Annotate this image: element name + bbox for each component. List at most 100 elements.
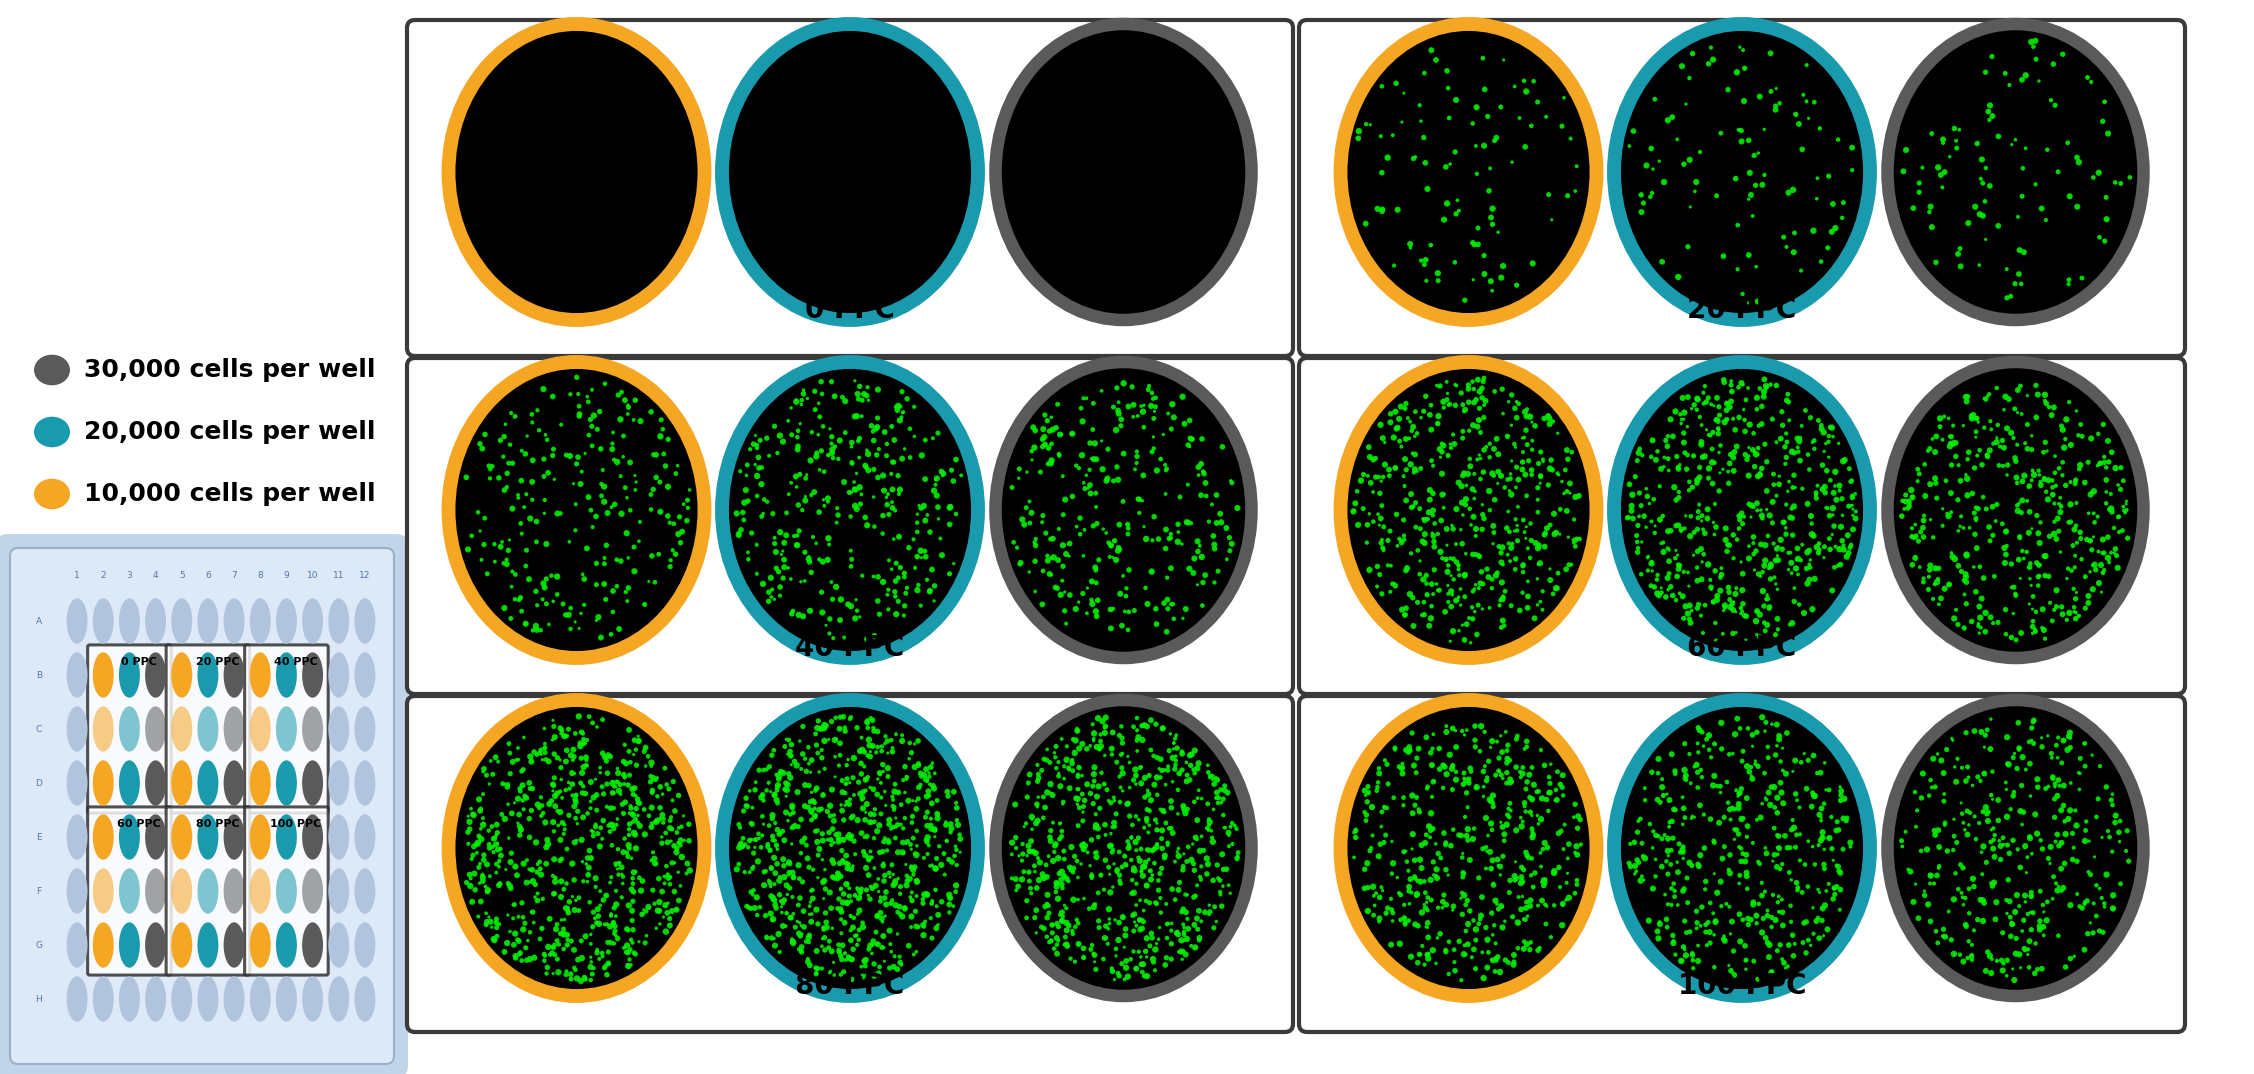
Point bbox=[870, 816, 906, 833]
Point bbox=[866, 928, 902, 945]
Point bbox=[548, 966, 584, 983]
Point bbox=[1379, 419, 1416, 436]
Point bbox=[1134, 397, 1170, 415]
Point bbox=[757, 560, 793, 577]
Point bbox=[1612, 137, 1648, 155]
Point bbox=[1808, 897, 1844, 914]
Point bbox=[649, 857, 685, 874]
Point bbox=[1452, 634, 1488, 651]
Point bbox=[1918, 469, 1954, 487]
Point bbox=[1546, 816, 1582, 833]
Point bbox=[489, 479, 525, 496]
Point bbox=[1404, 533, 1440, 550]
Point bbox=[1159, 923, 1195, 940]
Point bbox=[600, 387, 636, 404]
Point bbox=[518, 402, 554, 419]
Point bbox=[1102, 418, 1138, 435]
Point bbox=[1391, 409, 1427, 426]
Point bbox=[823, 947, 859, 964]
Point bbox=[1080, 788, 1116, 806]
Point bbox=[1213, 885, 1249, 902]
Point bbox=[1041, 932, 1077, 949]
Point bbox=[568, 855, 604, 872]
Point bbox=[500, 932, 536, 949]
Point bbox=[568, 735, 604, 752]
Point bbox=[906, 916, 942, 933]
Point bbox=[1425, 780, 1461, 797]
Point bbox=[1429, 79, 1465, 97]
Point bbox=[1666, 410, 1702, 427]
Point bbox=[1199, 784, 1235, 801]
Point bbox=[557, 790, 593, 808]
Point bbox=[500, 592, 536, 609]
Point bbox=[1760, 467, 1796, 484]
Point bbox=[548, 447, 584, 464]
Point bbox=[667, 831, 703, 848]
Point bbox=[886, 900, 922, 917]
Point bbox=[1352, 839, 1388, 856]
Point bbox=[2006, 467, 2042, 484]
Point bbox=[1393, 840, 1429, 857]
Point bbox=[1661, 557, 1697, 575]
Point bbox=[1916, 750, 1952, 767]
Point bbox=[1152, 596, 1188, 613]
Point bbox=[1684, 899, 1720, 916]
Point bbox=[545, 925, 582, 942]
Point bbox=[1508, 911, 1544, 928]
Ellipse shape bbox=[144, 598, 167, 643]
Point bbox=[1434, 567, 1470, 584]
Point bbox=[593, 837, 629, 854]
Point bbox=[1048, 870, 1084, 887]
Point bbox=[606, 940, 642, 957]
Point bbox=[1663, 523, 1700, 540]
Point bbox=[942, 830, 978, 847]
Point bbox=[1093, 537, 1129, 554]
Point bbox=[2035, 601, 2071, 619]
Point bbox=[782, 760, 818, 778]
Point bbox=[1510, 540, 1546, 557]
Point bbox=[2058, 591, 2094, 608]
Point bbox=[1059, 781, 1095, 798]
Point bbox=[1765, 903, 1801, 920]
Point bbox=[1672, 774, 1709, 792]
Point bbox=[557, 941, 593, 958]
Ellipse shape bbox=[996, 362, 1251, 658]
Point bbox=[462, 874, 498, 891]
Point bbox=[737, 899, 773, 916]
Point bbox=[820, 721, 857, 738]
Point bbox=[1026, 429, 1062, 446]
Point bbox=[825, 963, 861, 981]
Point bbox=[784, 926, 820, 943]
Point bbox=[1697, 495, 1733, 512]
Point bbox=[1382, 410, 1418, 427]
Point bbox=[1749, 590, 1785, 607]
Point bbox=[1891, 494, 1927, 511]
Point bbox=[1017, 857, 1053, 874]
Point bbox=[2062, 781, 2098, 798]
Point bbox=[494, 563, 530, 580]
Point bbox=[485, 554, 521, 571]
Point bbox=[796, 528, 832, 546]
Point bbox=[791, 905, 827, 923]
Point bbox=[1107, 445, 1143, 462]
Point bbox=[733, 900, 769, 917]
Point bbox=[1614, 510, 1650, 527]
Point bbox=[1803, 417, 1839, 434]
Point bbox=[1530, 410, 1567, 427]
Point bbox=[1515, 462, 1551, 479]
Point bbox=[1781, 880, 1817, 897]
Point bbox=[1348, 215, 1384, 232]
Point bbox=[1429, 861, 1465, 879]
Point bbox=[503, 819, 539, 837]
Point bbox=[1650, 918, 1686, 935]
Point bbox=[1136, 777, 1172, 794]
Point bbox=[1781, 799, 1817, 816]
Point bbox=[820, 900, 857, 917]
Point bbox=[1943, 508, 1979, 525]
Point bbox=[509, 427, 545, 445]
Point bbox=[1159, 748, 1195, 765]
Point bbox=[1075, 772, 1111, 789]
Point bbox=[1111, 520, 1147, 537]
Point bbox=[793, 882, 829, 899]
Point bbox=[1141, 822, 1177, 839]
